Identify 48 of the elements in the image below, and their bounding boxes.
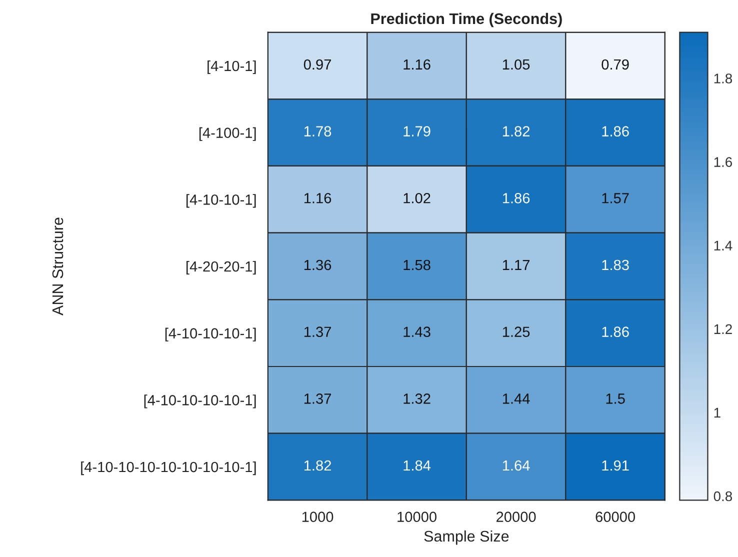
data-label: 1.86 <box>602 326 629 337</box>
color-bar-label: 0.8 <box>714 491 732 502</box>
data-label: 1.16 <box>404 59 430 70</box>
y-tick-label: [4-10-10-10-10-1] <box>144 394 256 408</box>
data-label: 1.79 <box>404 126 430 136</box>
data-label: 1.5 <box>606 394 625 404</box>
data-label: 1.84 <box>404 460 431 471</box>
color-bar-label: 1.6 <box>714 157 732 167</box>
data-label: 1.64 <box>502 460 530 471</box>
chart-title: Prediction Time (Seconds) <box>371 12 562 28</box>
color-bar-label: 1.2 <box>714 324 732 334</box>
data-label: 1.43 <box>404 326 430 337</box>
x-tick-label: 60000 <box>596 512 636 522</box>
x-tick-label: 10000 <box>398 512 436 522</box>
data-label: 1.78 <box>304 126 332 136</box>
y-tick-label: [4-20-20-1] <box>186 260 256 275</box>
data-label: 1.25 <box>502 326 530 337</box>
y-tick-label: [4-100-1] <box>199 127 256 141</box>
data-label: 1.37 <box>304 326 331 337</box>
data-label: 1.02 <box>404 192 430 204</box>
data-label: 1.86 <box>602 126 629 136</box>
y-tick-label: [4-10-10-1] <box>186 194 256 208</box>
data-label: 1.82 <box>304 460 331 471</box>
x-tick-label: 1000 <box>302 512 334 522</box>
data-label: 1.83 <box>602 260 629 270</box>
x-axis-title: Sample Size <box>424 530 509 545</box>
y-tick-label: [4-10-10-10-10-10-10-10-1] <box>81 461 256 476</box>
y-axis-title: ANN Structure <box>52 218 64 316</box>
data-label: 1.91 <box>602 460 629 471</box>
data-label: 1.32 <box>404 394 430 404</box>
color-bar-label: 1 <box>714 408 720 418</box>
data-label: 1.16 <box>304 192 332 204</box>
data-label: 1.37 <box>304 394 331 404</box>
data-label: 0.97 <box>304 59 331 70</box>
data-label: 1.86 <box>502 192 530 204</box>
color-bar-label: 1.4 <box>714 240 732 250</box>
data-label: 1.05 <box>502 59 530 70</box>
y-tick-label: [4-10-10-10-1] <box>165 328 256 342</box>
x-tick-label: 20000 <box>496 512 536 522</box>
data-label: 1.58 <box>404 260 430 270</box>
y-tick-label: [4-10-1] <box>208 60 256 74</box>
data-label: 1.17 <box>502 260 530 270</box>
color-bar-label: 1.8 <box>714 74 732 84</box>
data-label: 1.44 <box>502 394 530 404</box>
data-label: 0.79 <box>602 59 629 70</box>
data-label: 1.82 <box>502 126 530 136</box>
data-label: 1.57 <box>602 193 629 204</box>
data-label: 1.36 <box>304 260 332 270</box>
